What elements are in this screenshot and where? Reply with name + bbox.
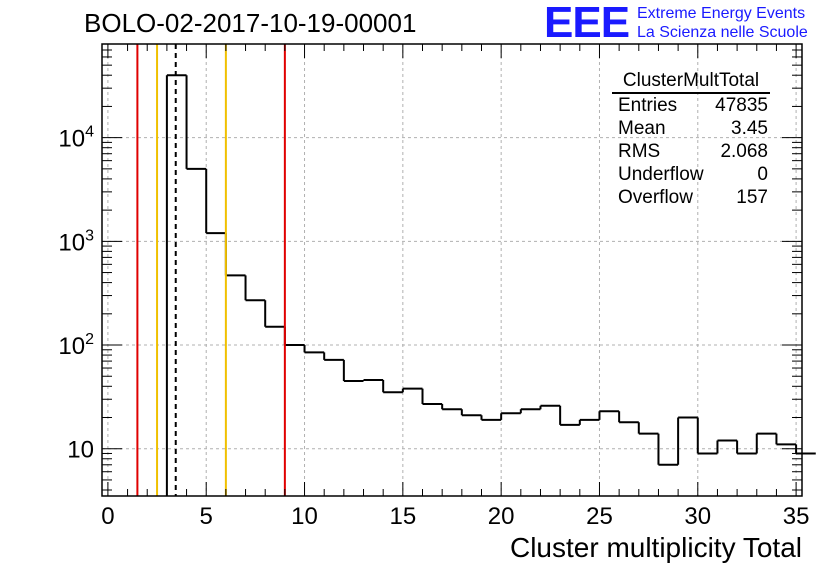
histogram-bin — [598, 410, 620, 420]
stats-label: RMS — [618, 141, 661, 162]
logo-line-1: Extreme Energy Events — [637, 5, 806, 22]
histogram-bin — [421, 388, 443, 405]
histogram-bin — [323, 352, 344, 361]
histogram-bin — [185, 75, 207, 170]
histogram-bin — [696, 417, 718, 455]
histogram-bin — [441, 403, 462, 411]
x-tick-label: 30 — [684, 503, 711, 530]
y-tick-label: 104 — [58, 124, 94, 153]
histogram-bin — [283, 326, 305, 347]
y-tick-label: 10 — [67, 437, 94, 464]
stats-value: 3.45 — [731, 118, 768, 139]
histogram-bin — [401, 387, 423, 393]
stats-row-underflow: Underflow 0 — [608, 163, 780, 186]
histogram-bin — [716, 439, 738, 454]
eee-logo-mark: EEE — [544, 0, 630, 47]
histogram-bin — [539, 404, 561, 410]
histogram-bin — [618, 411, 639, 424]
stats-label: Entries — [618, 95, 678, 116]
stats-row-entries: Entries 47835 — [608, 94, 780, 117]
histogram-bin — [677, 416, 698, 465]
x-tick-label: 35 — [783, 503, 810, 530]
chart-title: BOLO-02-2017-10-19-00001 — [84, 8, 417, 38]
stats-title: ClusterMultTotal — [612, 70, 770, 94]
x-axis-title: Cluster multiplicity Total — [509, 532, 802, 563]
x-tick-label: 0 — [101, 503, 114, 530]
stats-row-mean: Mean 3.45 — [608, 117, 780, 140]
x-tick-label: 10 — [291, 503, 318, 530]
stats-value: 47835 — [715, 95, 768, 116]
histogram-bin — [480, 415, 502, 421]
histogram-bin — [559, 405, 580, 426]
histogram-bin — [755, 432, 777, 454]
stats-value: 2.068 — [720, 141, 768, 162]
histogram-bin — [382, 380, 403, 394]
histogram-bin — [244, 275, 266, 302]
histogram-bin — [303, 345, 325, 354]
stats-row-rms: RMS 2.068 — [608, 140, 780, 163]
histogram-bin — [775, 433, 797, 446]
stats-box: ClusterMultTotal Entries 47835 Mean 3.45… — [608, 70, 780, 209]
histogram-bin — [637, 422, 659, 435]
x-tick-label: 20 — [488, 503, 515, 530]
histogram-bin — [657, 433, 679, 466]
stats-label: Overflow — [618, 187, 693, 208]
histogram-bin — [460, 409, 482, 417]
histogram-bin — [224, 233, 246, 277]
plot-frame — [101, 43, 803, 497]
histogram-bin — [519, 408, 541, 414]
stats-label: Underflow — [618, 164, 704, 185]
x-tick-label: 25 — [586, 503, 613, 530]
histogram-bin — [736, 440, 757, 455]
histogram-bin — [578, 418, 600, 425]
stats-row-overflow: Overflow 157 — [608, 186, 780, 209]
y-tick-label: 103 — [58, 227, 94, 256]
y-tick-label: 102 — [58, 331, 94, 360]
logo-line-2: La Scienza nelle Scuole — [637, 24, 808, 41]
x-tick-label: 15 — [389, 503, 416, 530]
x-tick-label: 5 — [200, 503, 213, 530]
stats-value: 0 — [757, 164, 768, 185]
histogram-bin — [362, 379, 384, 381]
stats-value: 157 — [736, 187, 768, 208]
histogram-bin — [342, 359, 364, 382]
histogram-bin — [264, 300, 285, 328]
stats-label: Mean — [618, 118, 666, 139]
histogram-bin — [205, 168, 226, 235]
histogram-bin — [500, 412, 521, 420]
